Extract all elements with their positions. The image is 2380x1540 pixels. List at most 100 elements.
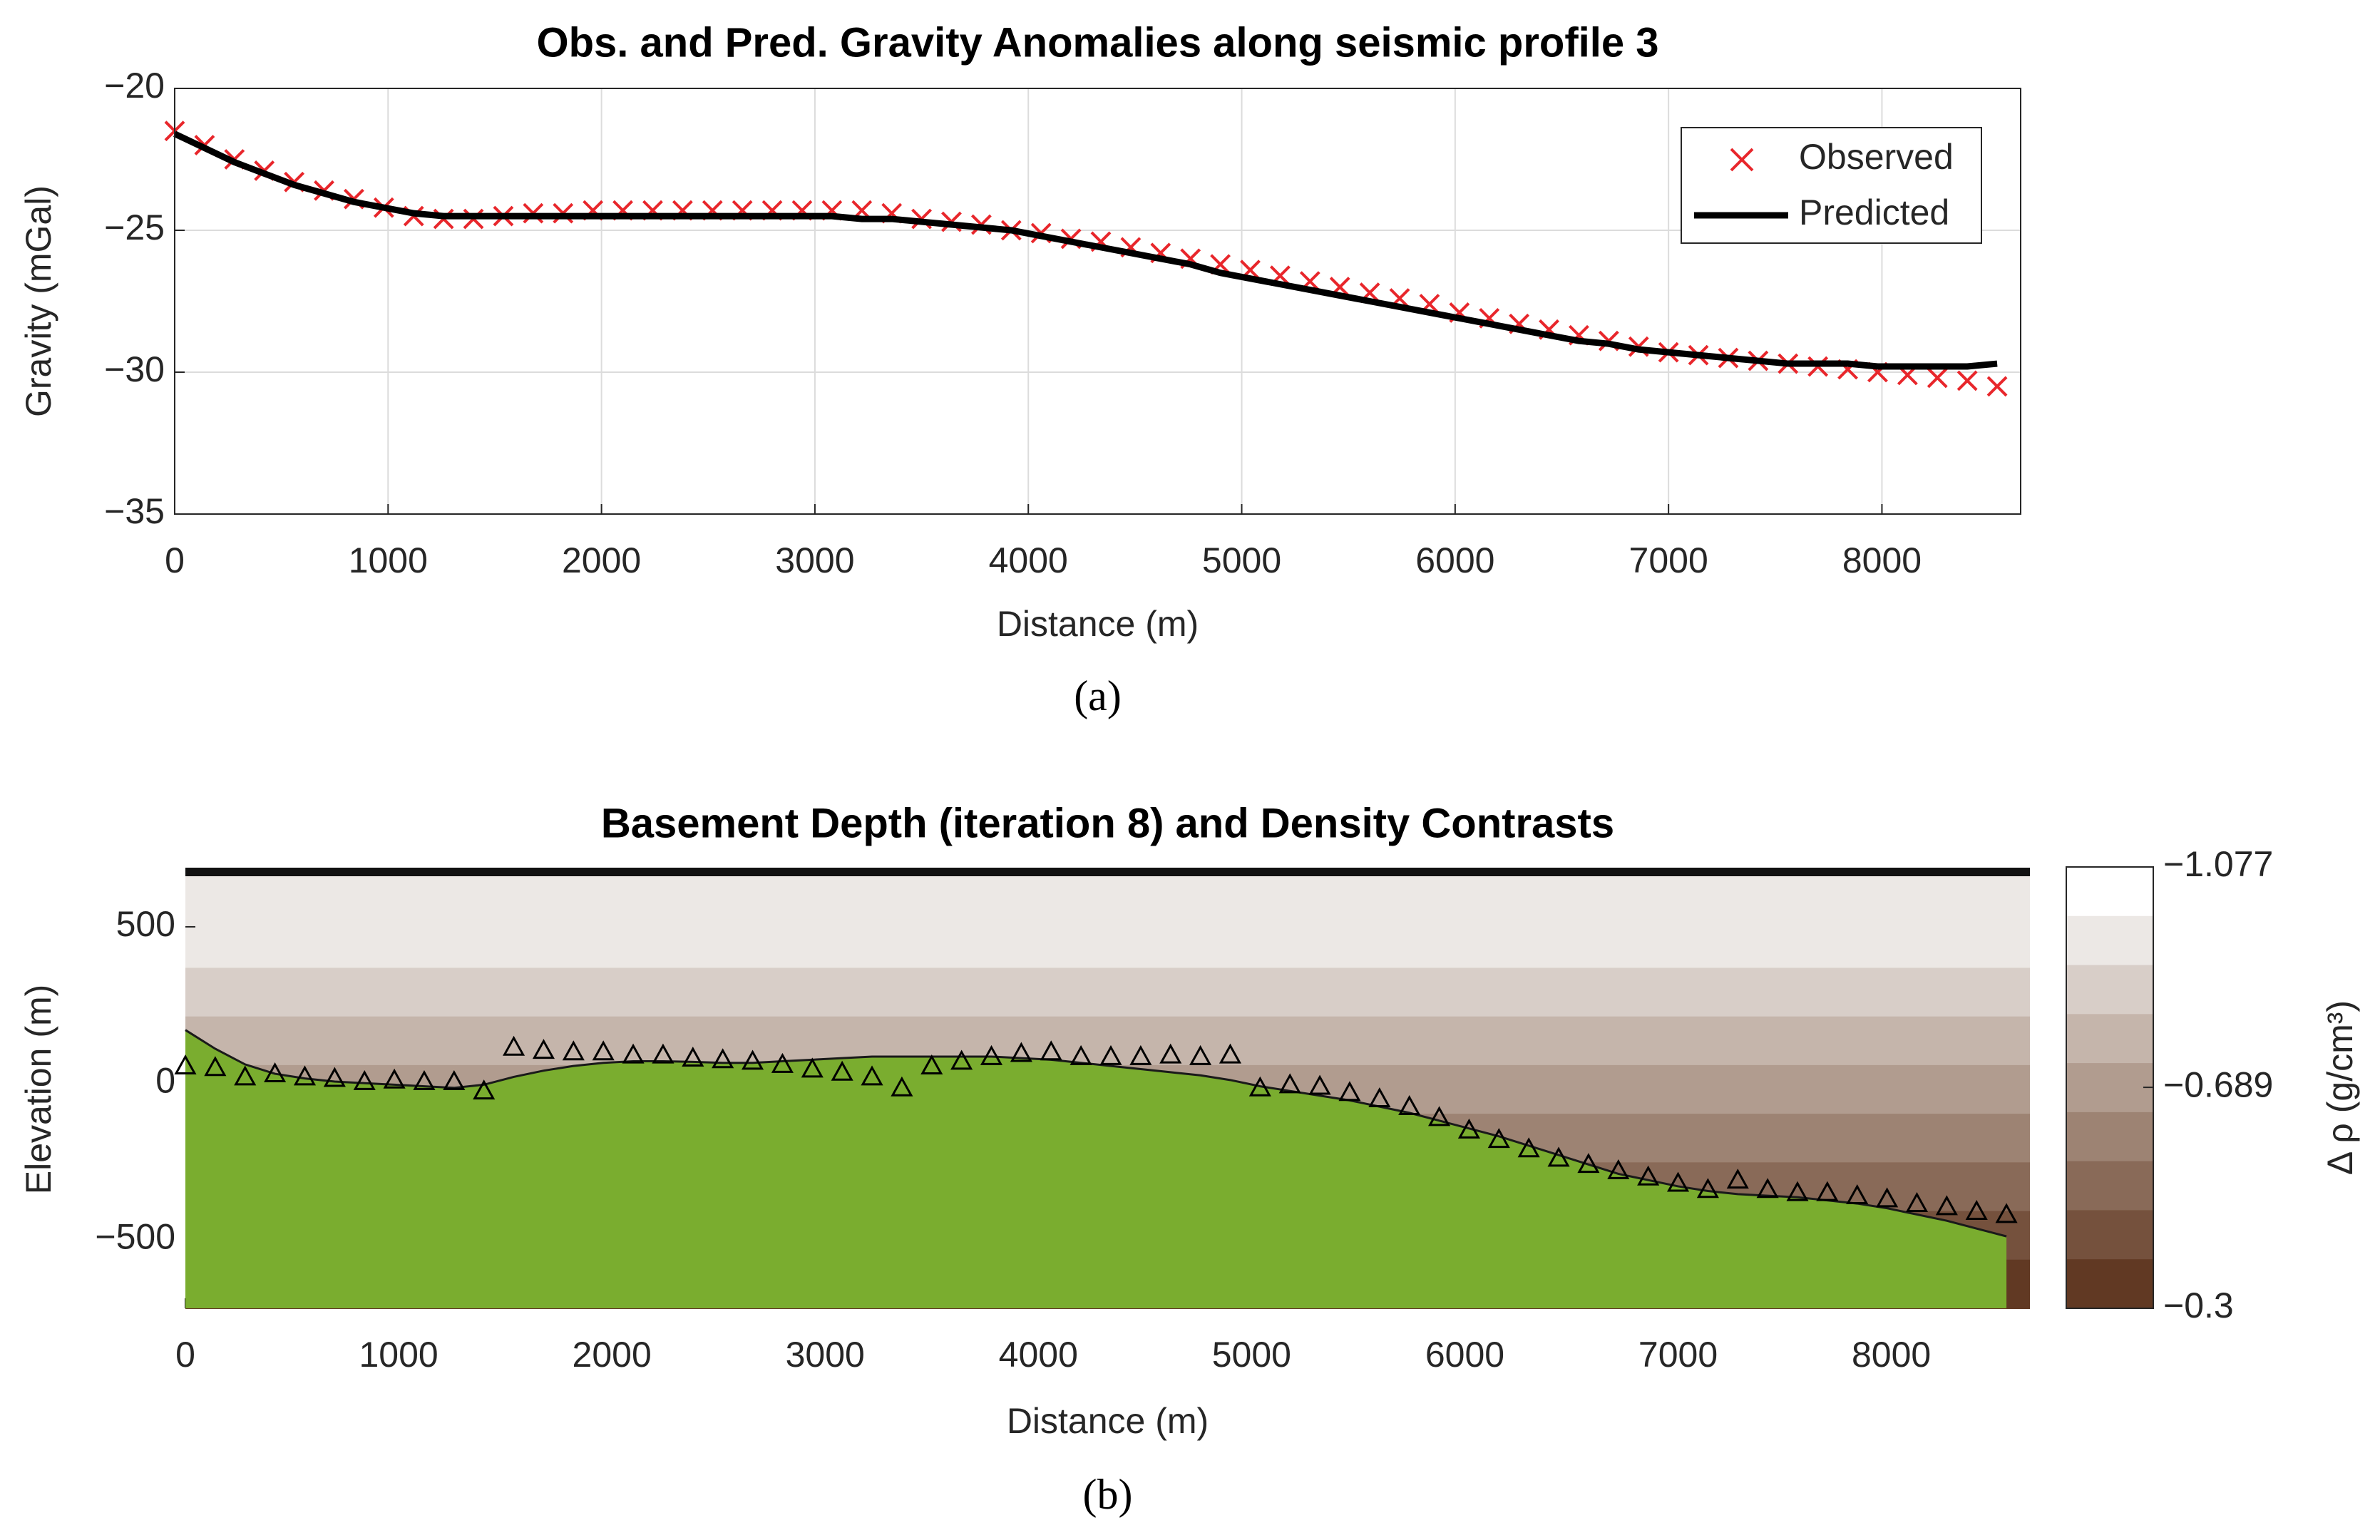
y-tick-label: −35 (104, 491, 165, 531)
x-tick-label: 2000 (562, 540, 641, 580)
x-tick-label: 0 (165, 540, 185, 580)
seismic-marker (1040, 1040, 1062, 1061)
y-tick-label: −25 (104, 207, 165, 247)
seismic-marker (801, 1057, 824, 1078)
seismic-marker (1666, 1171, 1690, 1192)
y-tick-label: 0 (155, 1060, 175, 1100)
basement-area (185, 1030, 2007, 1308)
predicted-line (173, 130, 1998, 370)
y-tick-label: −30 (104, 349, 165, 389)
seismic-marker (473, 1079, 496, 1100)
colorbar-cell (2066, 1210, 2153, 1261)
colorbar-tick-label: −1.077 (2163, 844, 2273, 884)
seismic-marker (950, 1049, 973, 1070)
seismic-marker (1577, 1153, 1600, 1174)
seismic-marker (532, 1039, 555, 1059)
observed-marker (1986, 376, 2008, 397)
axes-frame (174, 88, 2021, 515)
seismic-marker (1070, 1044, 1092, 1065)
seismic-marker (1338, 1081, 1361, 1102)
x-tick-label: 4000 (999, 1335, 1078, 1375)
seismic-marker (1487, 1128, 1510, 1149)
x-tick-label: 8000 (1852, 1335, 1931, 1375)
seismic-marker (1637, 1165, 1660, 1186)
seismic-marker (1129, 1044, 1152, 1065)
seismic-marker (1219, 1043, 1242, 1064)
seismic-marker (204, 1056, 227, 1077)
legend-box (1681, 127, 1982, 244)
x-tick-label: 6000 (1425, 1335, 1504, 1375)
seismic-marker (920, 1054, 943, 1075)
caption: (b) (1083, 1471, 1133, 1518)
seismic-marker (1248, 1076, 1271, 1097)
seismic-marker (891, 1076, 913, 1097)
seismic-marker (592, 1040, 615, 1061)
seismic-marker (1428, 1106, 1451, 1126)
seismic-marker (1010, 1042, 1032, 1062)
seismic-marker (682, 1047, 704, 1067)
seismic-marker (1457, 1118, 1480, 1139)
seismic-marker (174, 1054, 197, 1075)
seismic-marker (1786, 1181, 1809, 1201)
x-tick-label: 5000 (1202, 540, 1281, 580)
surface-line (185, 868, 2030, 876)
y-axis-label: Elevation (m) (19, 985, 58, 1195)
x-tick-label: 7000 (1638, 1335, 1718, 1375)
colorbar-cell (2066, 1161, 2153, 1211)
seismic-marker (1308, 1074, 1331, 1095)
seismic-marker (353, 1069, 376, 1090)
y-tick-label: 500 (116, 904, 175, 944)
colorbar-cell (2066, 1112, 2153, 1162)
chart-title: Obs. and Pred. Gravity Anomalies along s… (536, 19, 1658, 66)
seismic-marker (861, 1065, 883, 1086)
seismic-marker (771, 1052, 794, 1073)
x-tick-label: 2000 (573, 1335, 652, 1375)
seismic-marker (503, 1035, 525, 1056)
seismic-marker (323, 1067, 346, 1087)
observed-marker (1956, 370, 1978, 391)
seismic-marker (264, 1062, 287, 1082)
x-tick-label: 3000 (775, 540, 854, 580)
seismic-marker (741, 1049, 764, 1070)
y-tick-label: −500 (95, 1217, 175, 1257)
x-tick-label: 3000 (786, 1335, 865, 1375)
x-tick-label: 7000 (1629, 540, 1708, 580)
x-axis-label: Distance (m) (1007, 1401, 1209, 1441)
density-band (185, 967, 2030, 1017)
seismic-marker (413, 1069, 436, 1090)
colorbar-cell (2066, 915, 2153, 966)
seismic-marker (1995, 1203, 2018, 1223)
seismic-marker (562, 1040, 585, 1061)
x-tick-label: 1000 (349, 540, 428, 580)
chart-title: Basement Depth (iteration 8) and Density… (601, 800, 1614, 846)
colorbar-cell (2066, 1063, 2153, 1113)
seismic-marker (1846, 1184, 1869, 1205)
seismic-marker (652, 1043, 674, 1064)
colorbar-cell (2066, 965, 2153, 1015)
observed-marker (1927, 367, 1948, 389)
colorbar-cell (2066, 1014, 2153, 1064)
legend-label: Observed (1799, 137, 1954, 177)
seismic-marker (1398, 1095, 1421, 1116)
seismic-marker (1159, 1043, 1182, 1064)
seismic-marker (712, 1048, 734, 1069)
seismic-marker (1099, 1044, 1122, 1065)
legend-label: Predicted (1799, 192, 1949, 232)
colorbar-tick-label: −0.3 (2163, 1285, 2234, 1325)
seismic-marker (1726, 1169, 1749, 1189)
x-tick-label: 0 (175, 1335, 195, 1375)
x-tick-label: 5000 (1212, 1335, 1291, 1375)
x-tick-label: 1000 (359, 1335, 438, 1375)
seismic-marker (1935, 1195, 1958, 1216)
seismic-marker (1756, 1178, 1779, 1198)
seismic-marker (1278, 1073, 1301, 1094)
seismic-marker (1905, 1191, 1929, 1212)
seismic-marker (1876, 1187, 1899, 1208)
colorbar-label: Δ ρ (g/cm³) (2320, 1000, 2360, 1175)
density-band (185, 919, 2030, 969)
seismic-marker (293, 1065, 317, 1086)
seismic-marker (1607, 1159, 1630, 1179)
x-tick-label: 4000 (989, 540, 1068, 580)
seismic-marker (622, 1043, 645, 1064)
